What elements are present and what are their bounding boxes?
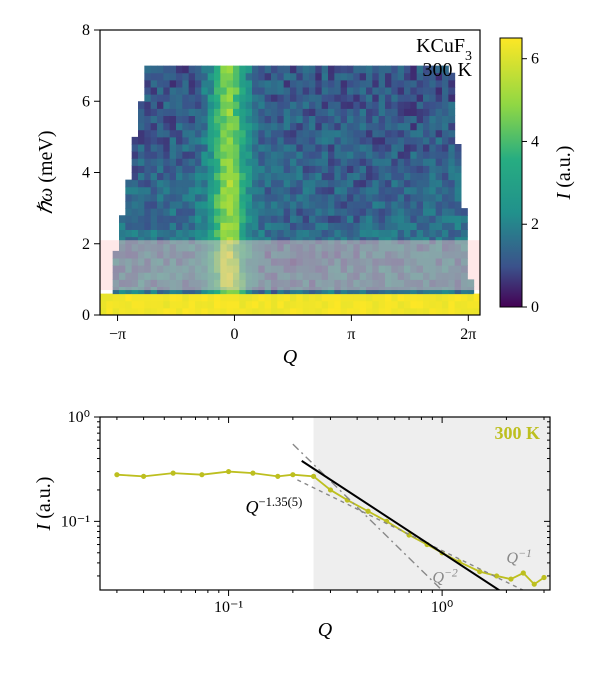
svg-text:10⁻¹: 10⁻¹ (214, 599, 243, 616)
loglog-panel: 10⁻¹10⁰10⁻¹10⁰I (a.u.)QQ−1.35(5)Q−1Q−230… (20, 405, 580, 650)
svg-text:6: 6 (82, 93, 90, 110)
svg-text:I (a.u.): I (a.u.) (33, 477, 55, 532)
svg-text:−π: −π (109, 326, 126, 343)
svg-text:2π: 2π (460, 326, 476, 343)
svg-text:Q: Q (318, 619, 333, 641)
svg-text:4: 4 (531, 133, 539, 150)
heatmap-panel: 02468−π0π2πℏω (meV)QKCuF3300 K0246I (a.u… (20, 20, 580, 375)
svg-text:10⁰: 10⁰ (68, 409, 90, 426)
svg-text:π: π (347, 326, 355, 343)
svg-text:10⁰: 10⁰ (431, 599, 453, 616)
svg-text:0: 0 (230, 326, 238, 343)
svg-text:Q: Q (283, 346, 298, 368)
svg-text:I (a.u.): I (a.u.) (553, 146, 575, 201)
heatmap-svg: 02468−π0π2πℏω (meV)QKCuF3300 K0246I (a.u… (20, 20, 580, 370)
loglog-svg: 10⁻¹10⁰10⁻¹10⁰I (a.u.)QQ−1.35(5)Q−1Q−230… (20, 405, 580, 645)
svg-text:300 K: 300 K (423, 59, 473, 81)
svg-text:2: 2 (531, 216, 539, 233)
svg-text:10⁻¹: 10⁻¹ (61, 513, 90, 530)
svg-text:8: 8 (82, 22, 90, 39)
svg-text:4: 4 (82, 165, 90, 182)
svg-text:6: 6 (531, 51, 539, 68)
svg-text:0: 0 (82, 307, 90, 324)
svg-text:Q−1.35(5): Q−1.35(5) (245, 495, 302, 517)
svg-text:2: 2 (82, 236, 90, 253)
svg-text:ℏω (meV): ℏω (meV) (35, 131, 57, 215)
svg-text:300 K: 300 K (494, 423, 540, 443)
svg-text:0: 0 (531, 299, 539, 316)
